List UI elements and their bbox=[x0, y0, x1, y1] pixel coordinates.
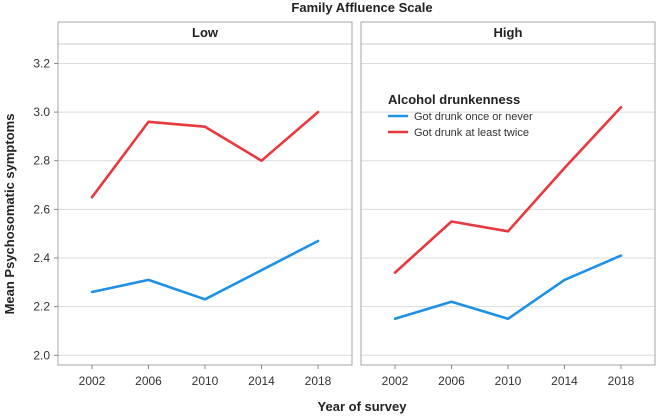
x-tick-label: 2010 bbox=[495, 374, 522, 388]
x-tick-label: 2018 bbox=[608, 374, 635, 388]
y-tick-label: 3.0 bbox=[33, 105, 50, 119]
legend-label: Got drunk once or never bbox=[414, 111, 533, 123]
series-line-low-at-least-twice bbox=[90, 110, 320, 199]
series-line-high-once-or-never bbox=[393, 254, 623, 321]
panel-header-high: High bbox=[494, 25, 523, 40]
y-tick-label: 3.2 bbox=[33, 56, 50, 70]
x-tick-label: 2018 bbox=[305, 374, 332, 388]
x-tick-label: 2006 bbox=[438, 374, 465, 388]
x-tick-label: 2002 bbox=[382, 374, 409, 388]
y-tick-label: 2.4 bbox=[33, 251, 50, 265]
x-tick-label: 2014 bbox=[248, 374, 275, 388]
x-tick-label: 2014 bbox=[551, 374, 578, 388]
panel-border bbox=[57, 21, 353, 366]
chart-title: Family Affluence Scale bbox=[291, 0, 432, 15]
x-axis-label: Year of survey bbox=[318, 399, 408, 414]
y-tick-label: 2.8 bbox=[33, 154, 50, 168]
y-tick-label: 2.6 bbox=[33, 202, 50, 216]
plot-area: Low 2002 2006 2010 2014 2018 High 2002 2006 2010 2… bbox=[33, 21, 656, 388]
y-tick-label: 2.2 bbox=[33, 300, 50, 314]
panel-border bbox=[360, 21, 656, 366]
series-line-low-once-or-never bbox=[90, 239, 320, 301]
y-tick-label: 2.0 bbox=[33, 348, 50, 362]
x-tick-label: 2010 bbox=[192, 374, 219, 388]
y-axis-label: Mean Psychosomatic symptoms bbox=[2, 114, 17, 315]
x-tick-label: 2006 bbox=[135, 374, 162, 388]
legend-title: Alcohol drunkenness bbox=[388, 92, 520, 107]
panel-header-low: Low bbox=[192, 25, 219, 40]
x-tick-label: 2002 bbox=[79, 374, 106, 388]
legend-label: Got drunk at least twice bbox=[414, 127, 529, 139]
